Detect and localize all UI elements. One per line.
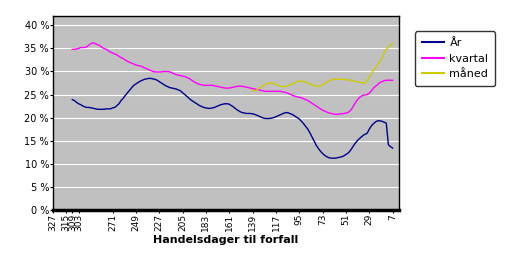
kvartal — [181, 75, 188, 78]
X-axis label: Handelsdager til forfall: Handelsdager til forfall — [153, 235, 299, 245]
År — [152, 78, 158, 81]
År — [80, 104, 86, 108]
Line: måned: måned — [253, 43, 393, 91]
måned — [281, 85, 288, 88]
År — [286, 111, 292, 115]
kvartal — [286, 92, 292, 95]
kvartal — [120, 57, 127, 60]
År — [328, 157, 334, 160]
kvartal — [90, 41, 97, 44]
Line: kvartal: kvartal — [72, 43, 393, 114]
Legend: År, kvartal, måned: År, kvartal, måned — [415, 31, 495, 86]
År — [118, 99, 124, 102]
måned — [381, 51, 387, 55]
År — [279, 112, 286, 115]
kvartal — [389, 79, 396, 82]
kvartal — [69, 48, 76, 51]
År — [69, 98, 76, 101]
År — [389, 146, 396, 150]
kvartal — [279, 90, 286, 93]
måned — [271, 82, 277, 85]
måned — [313, 85, 319, 88]
År — [181, 93, 188, 96]
År — [145, 77, 152, 80]
Line: År: År — [72, 78, 393, 158]
kvartal — [332, 113, 338, 116]
måned — [389, 41, 396, 44]
måned — [250, 89, 256, 93]
måned — [355, 80, 362, 84]
kvartal — [152, 70, 158, 73]
kvartal — [80, 46, 86, 49]
måned — [307, 82, 313, 86]
